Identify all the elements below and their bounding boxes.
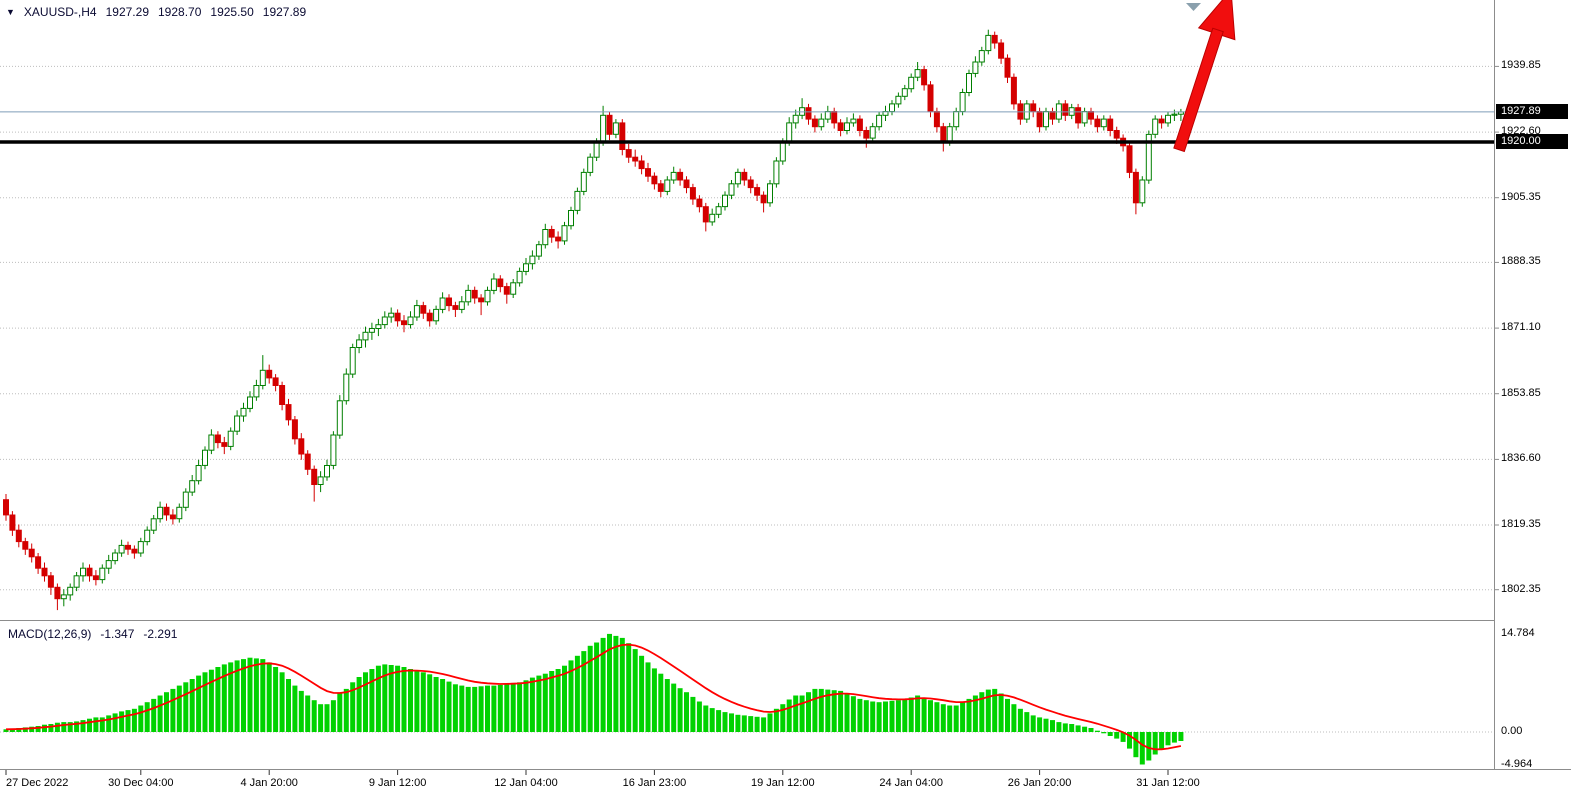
- ohlc-open-value: 1927.29: [105, 5, 149, 19]
- level-price-tag: 1920.00: [1496, 134, 1568, 150]
- time-axis-label: 26 Jan 20:00: [1007, 777, 1072, 789]
- symbol-dropdown-icon[interactable]: ▼: [6, 7, 15, 17]
- time-axis-label: 27 Dec 2022: [6, 777, 69, 789]
- current-price-tag: 1927.89: [1496, 104, 1568, 120]
- time-axis-label: 12 Jan 04:00: [494, 777, 558, 789]
- time-axis-label: 16 Jan 23:00: [622, 777, 687, 789]
- macd-signal-value: -2.291: [143, 627, 178, 641]
- price-grid-label: 1871.10: [1501, 321, 1541, 334]
- up-arrow-annotation[interactable]: [1161, 0, 1249, 156]
- price-grid-label: 1853.85: [1501, 386, 1541, 399]
- symbol-info-bar: ▼ XAUUSD-,H4 1927.29 1928.70 1925.50 192…: [6, 5, 306, 19]
- macd-main-value: -1.347: [100, 627, 135, 641]
- price-grid-label: 1922.60: [1501, 125, 1541, 138]
- time-axis-label: 31 Jan 12:00: [1136, 777, 1200, 789]
- ohlc-high-value: 1928.70: [158, 5, 202, 19]
- symbol-timeframe-label: XAUUSD-,H4: [23, 5, 97, 19]
- price-grid-label: 1939.85: [1501, 59, 1541, 72]
- price-grid-label: 1819.35: [1501, 518, 1541, 531]
- macd-axis-label: -4.964: [1501, 757, 1533, 770]
- chart-shift-marker-icon[interactable]: [1186, 3, 1201, 11]
- macd-label: MACD(12,26,9): [8, 627, 92, 641]
- time-axis-label: 19 Jan 12:00: [750, 777, 815, 789]
- time-axis-label: 4 Jan 20:00: [240, 777, 298, 789]
- ohlc-low-value: 1925.50: [210, 5, 254, 19]
- time-axis-label: 9 Jan 12:00: [368, 777, 427, 789]
- price-grid-label: 1836.60: [1501, 452, 1541, 465]
- price-grid-label: 1905.35: [1501, 190, 1541, 203]
- ohlc-close-value: 1927.89: [262, 5, 307, 19]
- macd-info-bar: MACD(12,26,9) -1.347 -2.291: [8, 627, 177, 641]
- time-axis-label: 30 Dec 04:00: [108, 777, 174, 789]
- price-grid-label: 1888.35: [1501, 255, 1541, 268]
- price-grid-label: 1802.35: [1501, 582, 1541, 595]
- macd-axis-label: 0.00: [1501, 725, 1523, 737]
- macd-axis-label: 14.784: [1501, 626, 1535, 639]
- time-axis-label: 24 Jan 04:00: [879, 777, 943, 789]
